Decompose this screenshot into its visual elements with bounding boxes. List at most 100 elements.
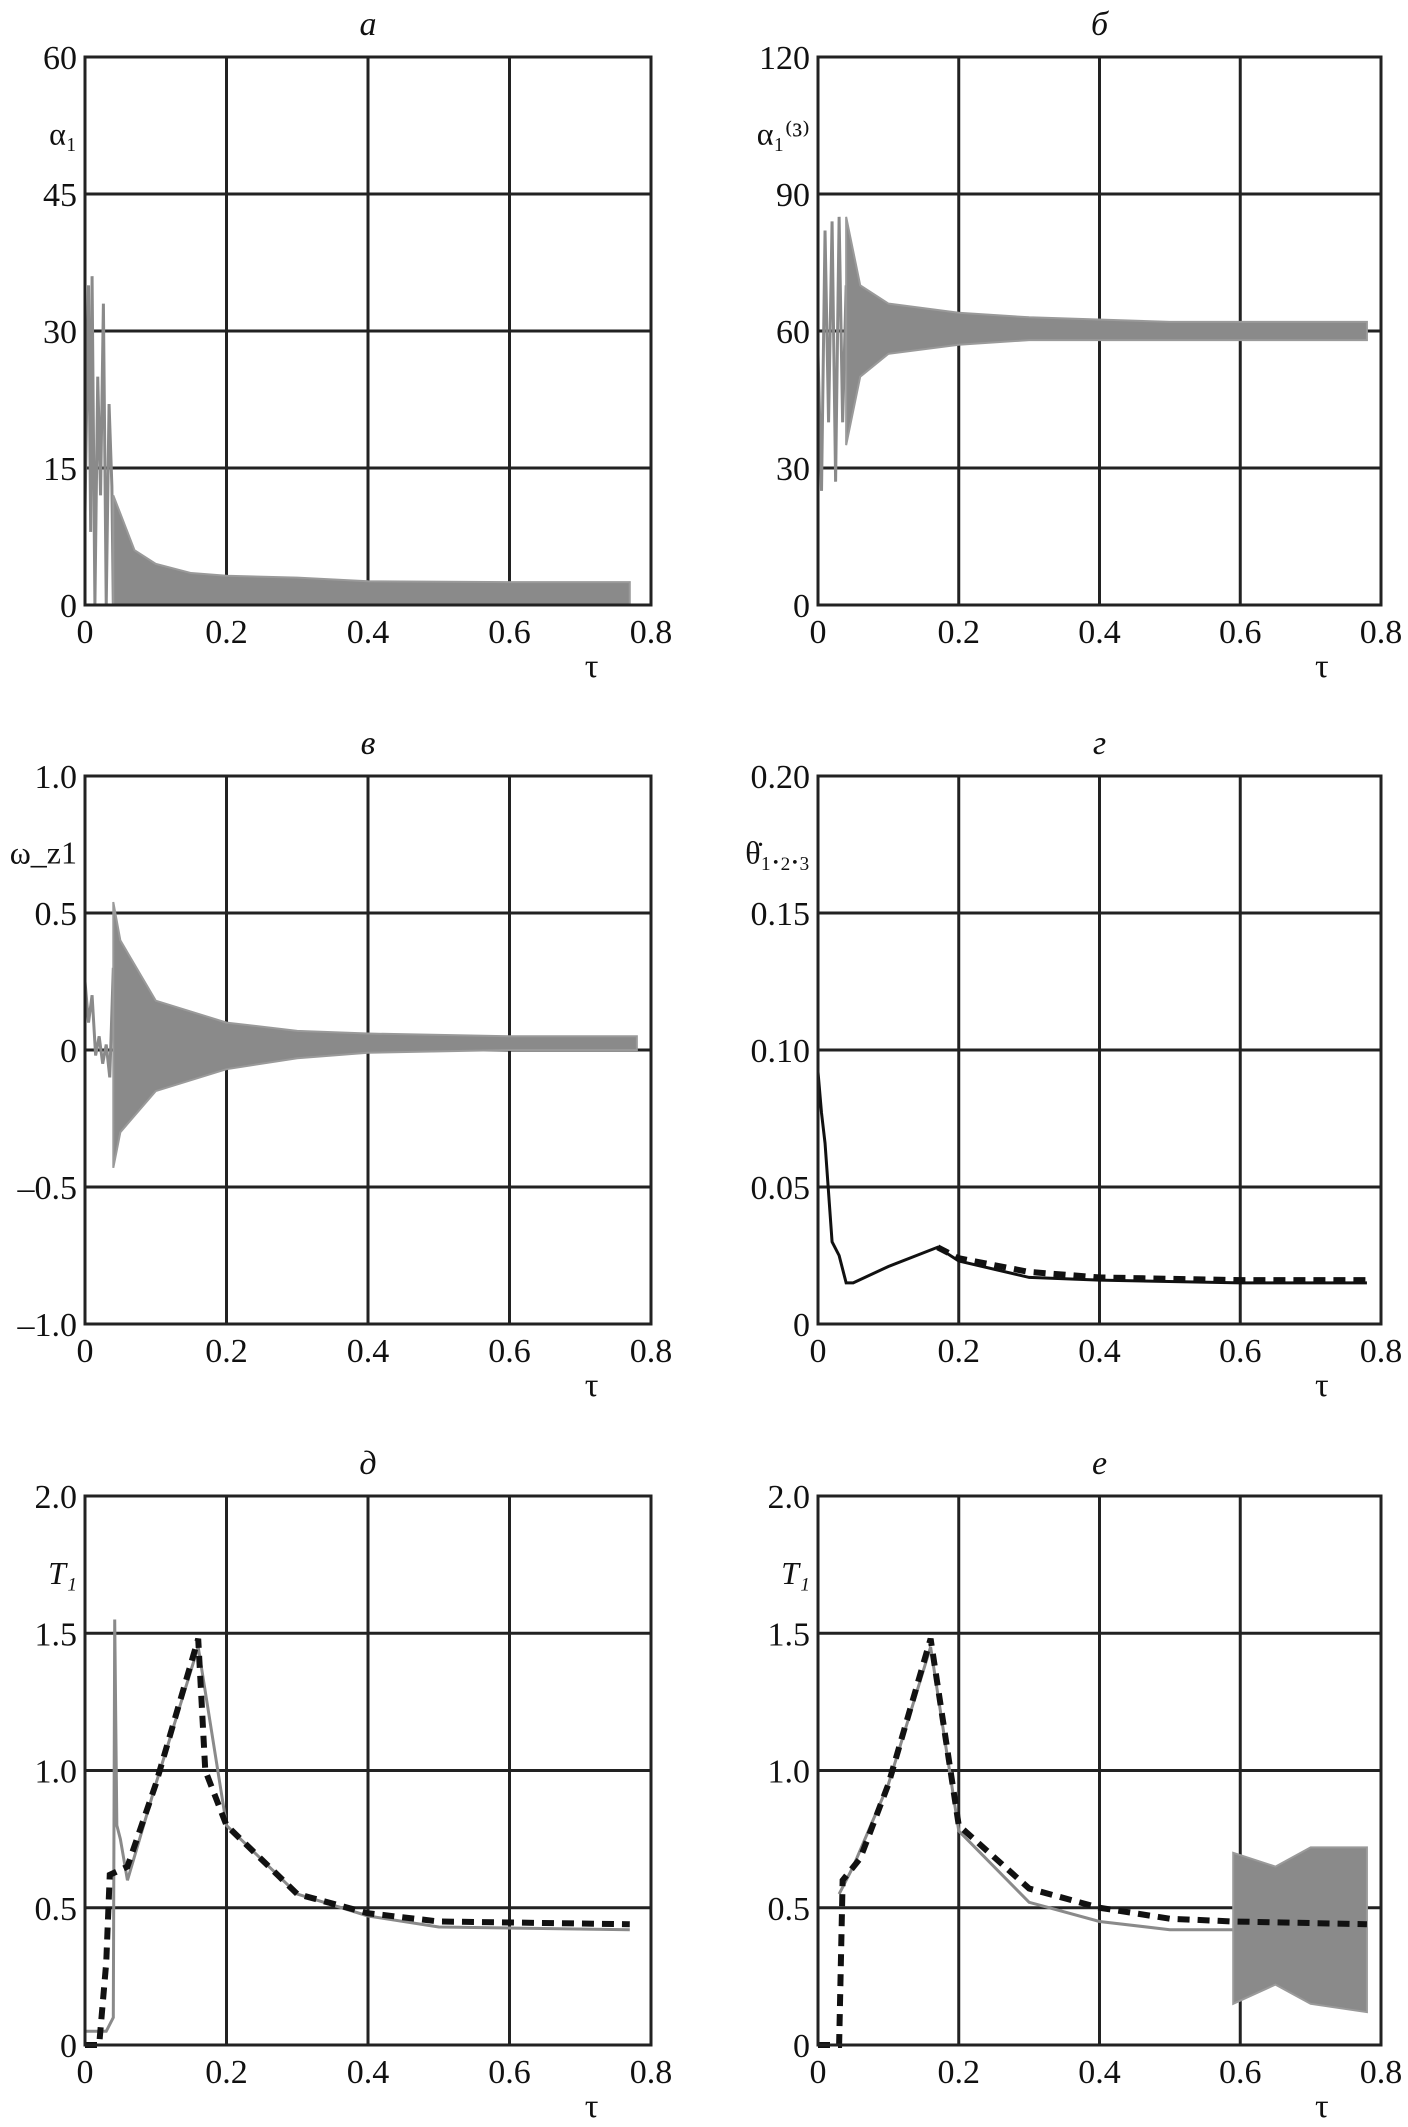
x-tick-label: 0.8	[630, 1333, 673, 1370]
x-tick-label: 0	[77, 614, 94, 651]
x-tick-label: 0	[810, 2054, 827, 2091]
x-tick-label: 0.4	[347, 1333, 390, 1370]
y-tick-label: 2.0	[35, 1479, 78, 1516]
series-band-1	[845, 216, 1368, 446]
x-tick-label: 0.2	[205, 614, 248, 651]
y-tick-label: 0.5	[35, 1891, 78, 1928]
x-tick-label: 0.6	[1219, 2054, 1262, 2091]
plot-frame	[816, 1494, 1383, 2047]
series-band-1	[112, 901, 638, 1169]
panel-title: е	[1092, 1445, 1107, 1482]
x-tick-label: 0	[810, 614, 827, 651]
x-tick-label: 0.4	[1078, 2054, 1121, 2091]
x-tick-label: 0.6	[488, 1333, 531, 1370]
y-tick-label: 1.0	[35, 759, 78, 796]
y-axis-label: α₁	[49, 116, 77, 152]
x-tick-label: 0	[77, 1333, 94, 1370]
y-tick-label: 0	[60, 1033, 77, 1070]
plot-frame	[83, 1494, 653, 2047]
x-tick-label: 0.8	[1360, 2054, 1403, 2091]
y-axis-label: θ̇₁.₂.₃	[745, 835, 810, 871]
x-tick-label: 0.4	[1078, 1333, 1121, 1370]
plot-frame	[83, 774, 653, 1326]
y-axis-label: T₁	[781, 1555, 810, 1591]
panel-3: в –1.0 –0.5 0 0.5 1.0 0 0.2 0.4 0.6 0.8 ω_z1 τ	[10, 725, 673, 1404]
y-tick-label: 0	[793, 2028, 810, 2065]
x-tick-label: 0.4	[347, 614, 390, 651]
x-axis-label: τ	[585, 2088, 599, 2122]
panel-2: б 0 30 60 90 120 0 0.2 0.4 0.6 0.8 α₁⁽³⁾ τ	[757, 6, 1402, 685]
panel-title: а	[360, 6, 377, 43]
y-tick-label: 0	[60, 588, 77, 625]
x-axis-label: τ	[585, 1367, 599, 1404]
x-tick-label: 0.2	[205, 1333, 248, 1370]
y-tick-label: 0	[793, 1307, 810, 1344]
series-line-0	[816, 216, 848, 491]
y-tick-label: –1.0	[17, 1307, 78, 1344]
y-tick-label: 0.5	[35, 896, 78, 933]
series-line-0	[85, 1619, 630, 2033]
y-axis-label: ω_z1	[10, 835, 77, 871]
y-tick-label: –0.5	[17, 1170, 78, 1207]
panel-6: е 0 0.5 1.0 1.5 2.0 0 0.2 0.4 0.6 0.8 T₁ τ	[768, 1445, 1403, 2125]
y-tick-label: 1.0	[768, 1754, 811, 1791]
x-tick-label: 0.6	[1219, 1333, 1262, 1370]
series-band-1	[1232, 1846, 1368, 2014]
y-tick-label: 0	[60, 2028, 77, 2065]
plot-frame	[83, 55, 653, 607]
series-band-1	[112, 495, 631, 606]
y-tick-label: 60	[43, 40, 77, 77]
panel-title: д	[359, 1445, 376, 1482]
series-line-0	[816, 1071, 1367, 1285]
series-line-0	[837, 1646, 1234, 1932]
panel-5: д 0 0.5 1.0 1.5 2.0 0 0.2 0.4 0.6 0.8 T₁ τ	[35, 1445, 673, 2125]
series-line-1	[85, 1637, 630, 2048]
y-tick-label: 30	[43, 314, 77, 351]
series-line-0	[83, 967, 115, 1078]
x-axis-label: τ	[1315, 2088, 1329, 2122]
y-tick-label: 0	[793, 588, 810, 625]
y-tick-label: 90	[776, 177, 810, 214]
panel-1: а 0 15 30 45 60 0 0.2 0.4 0.6 0.8 α₁ τ	[43, 6, 672, 685]
plot-frame	[816, 774, 1383, 1326]
series-line-0	[83, 276, 115, 606]
x-tick-label: 0.8	[1360, 614, 1403, 651]
y-tick-label: 0.5	[768, 1891, 811, 1928]
x-tick-label: 0.2	[938, 2054, 981, 2091]
x-tick-label: 0.2	[938, 1333, 981, 1370]
y-axis-label: α₁⁽³⁾	[757, 116, 810, 152]
series-line-1	[936, 1244, 1367, 1284]
y-tick-label: 45	[43, 177, 77, 214]
y-tick-label: 0.10	[751, 1033, 811, 1070]
x-axis-label: τ	[1315, 648, 1329, 685]
x-tick-label: 0.8	[630, 2054, 673, 2091]
y-tick-label: 2.0	[768, 1479, 811, 1516]
x-tick-label: 0.4	[1078, 614, 1121, 651]
y-tick-label: 15	[43, 451, 77, 488]
panel-title: г	[1093, 725, 1106, 762]
x-tick-label: 0.4	[347, 2054, 390, 2091]
y-tick-label: 1.0	[35, 1754, 78, 1791]
x-tick-label: 0.8	[630, 614, 673, 651]
y-tick-label: 30	[776, 451, 810, 488]
x-tick-label: 0.2	[938, 614, 981, 651]
panel-title: б	[1091, 6, 1110, 43]
y-tick-label: 120	[759, 40, 810, 77]
y-tick-label: 1.5	[35, 1616, 78, 1653]
y-axis-label: T₁	[48, 1555, 77, 1591]
x-tick-label: 0	[810, 1333, 827, 1370]
x-tick-label: 0.6	[1219, 614, 1262, 651]
x-axis-label: τ	[585, 648, 599, 685]
x-tick-label: 0.6	[488, 2054, 531, 2091]
panel-4: г 0 0.05 0.10 0.15 0.20 0 0.2 0.4 0.6 0.8 θ̇₁.₂.₃ τ	[745, 725, 1402, 1404]
panel-title: в	[361, 725, 376, 762]
x-tick-label: 0.6	[488, 614, 531, 651]
y-tick-label: 0.20	[751, 759, 811, 796]
plot-frame	[816, 55, 1383, 607]
x-tick-label: 0.2	[205, 2054, 248, 2091]
y-tick-label: 1.5	[768, 1616, 811, 1653]
x-tick-label: 0.8	[1360, 1333, 1403, 1370]
y-tick-label: 0.15	[751, 896, 811, 933]
